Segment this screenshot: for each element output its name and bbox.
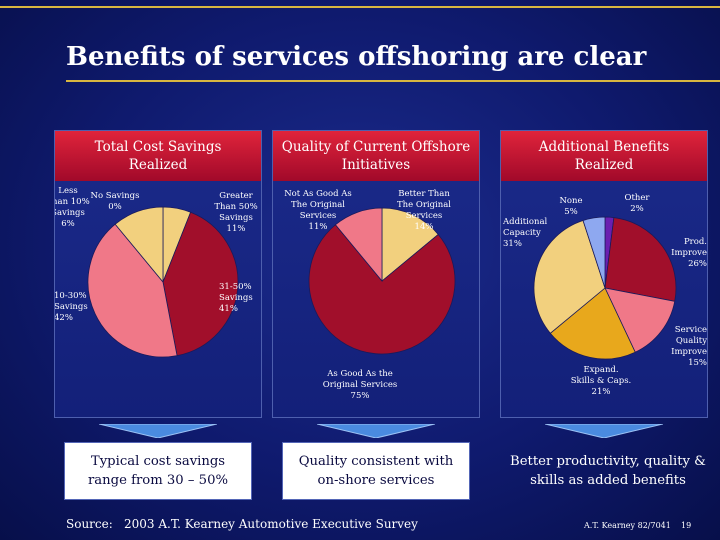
pie-slice-label: Not As Good As The Original Services 11%: [284, 189, 352, 232]
takeaway-box-cost: Typical cost savings range from 30 – 50%: [64, 442, 252, 500]
pie-chart-quality: Better Than The Original Services 14% As Goo…: [284, 189, 456, 401]
footer-company: A.T. Kearney: [584, 521, 636, 530]
panel-additional-benefits: Additional Benefits Realized Other 2% Prod…: [500, 130, 708, 418]
pie-slice-label: 10-30% Savings 42%: [55, 291, 88, 323]
pie-slice-label: As Good As the Original Services 75%: [323, 369, 397, 401]
pie-slice-label: Greater Than 50% Savings 11%: [214, 191, 257, 234]
pie-slices: [308, 207, 456, 355]
takeaway-box-benefits: Better productivity, quality & skills as…: [510, 454, 706, 488]
pie-slices: [87, 206, 239, 358]
down-arrow-icon: [545, 424, 663, 438]
pie-slice-label: Additional Capacity 31%: [502, 217, 548, 249]
pie-slice-label: Better Than The Original Services 14%: [397, 189, 451, 232]
panel-header-line: Realized: [128, 157, 188, 173]
pie-slice-label: No Savings 0%: [91, 191, 140, 212]
panel-cost-savings: Total Cost Savings Realized No Savings 0%…: [54, 130, 262, 418]
title-underline: [66, 80, 720, 82]
pie-slice-label: Expand. Skills & Caps. 21%: [571, 365, 632, 397]
panel-header-line: Total Cost Savings: [94, 139, 222, 155]
down-arrow-icon: [99, 424, 217, 438]
panel-quality: Quality of Current Offshore Initiatives …: [272, 130, 480, 418]
panel-header-line: Additional Benefits: [538, 139, 670, 155]
pie-slice-label: None 5%: [559, 196, 582, 217]
source-label: Source:: [66, 517, 113, 531]
page-number: 19: [681, 521, 692, 530]
takeaway-box-quality: Quality consistent with on-shore service…: [282, 442, 470, 500]
top-accent-line: [0, 6, 720, 8]
panel-header-line: Quality of Current Offshore: [281, 139, 471, 155]
pie-slice: [604, 287, 676, 353]
pie-slice-label: Prod. Improve 26%: [671, 237, 707, 269]
pie-labels: Better Than The Original Services 14% As Goo…: [284, 189, 451, 401]
panel-header-line: Realized: [574, 157, 634, 173]
pie-slice-label: LessThan 10%Savings6%: [55, 186, 90, 229]
slide-title: Benefits of services offshoring are clea…: [66, 42, 647, 72]
pie-slice: [582, 216, 606, 289]
pie-slices: [533, 216, 677, 360]
pie-slice: [308, 224, 456, 355]
pie-slice: [549, 287, 636, 360]
pie-slice: [381, 207, 439, 282]
pie-chart-additional-benefits: Other 2% Prod. Improve 26% Service Quality Impr…: [502, 193, 707, 397]
down-arrow-icon: [317, 424, 435, 438]
pie-labels: Other 2% Prod. Improve 26% Service Quality Impr…: [502, 193, 707, 397]
source-text: 2003 A.T. Kearney Automotive Executive S…: [124, 517, 418, 531]
panel-header: Total Cost Savings Realized: [55, 131, 261, 181]
pie-slice-label: 31-50% Savings 41%: [219, 282, 253, 314]
pie-slice-label: Other 2%: [625, 193, 651, 214]
pie-slice: [87, 223, 178, 358]
pie-slice: [334, 207, 383, 283]
panel-header: Additional Benefits Realized: [501, 131, 707, 181]
panel-header: Quality of Current Offshore Initiatives: [273, 131, 479, 181]
pie-slice: [162, 211, 239, 357]
footer-credit: A.T. Kearney 82/7041 19: [584, 521, 691, 530]
panel-header-line: Initiatives: [341, 157, 411, 173]
pie-slice: [114, 206, 164, 284]
footer-code: 82/7041: [637, 521, 671, 530]
pie-slice: [533, 219, 606, 334]
pie-slice: [604, 217, 677, 302]
pie-slice-label: Service Quality Improve 15%: [671, 325, 707, 368]
